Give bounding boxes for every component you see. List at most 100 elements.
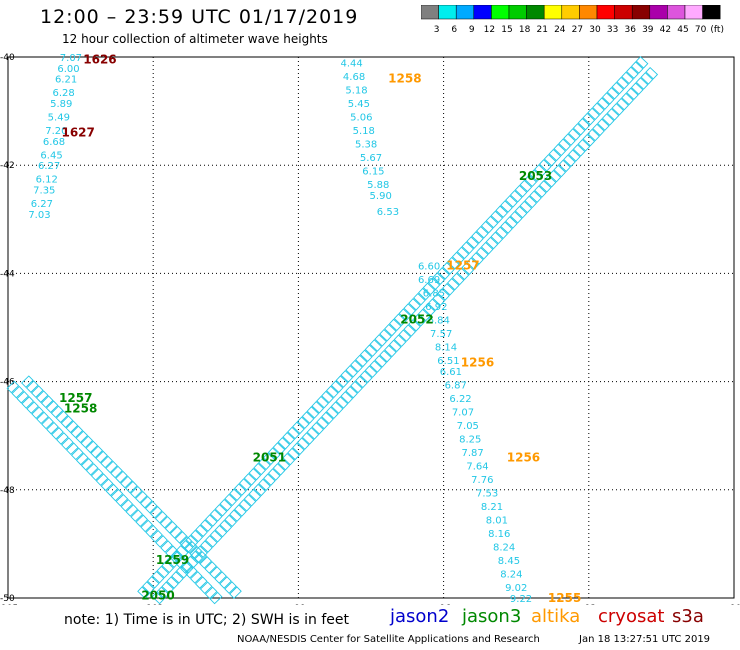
ne-sw-track-2-glyph bbox=[548, 169, 562, 183]
swh-value-label: 9.02 bbox=[505, 583, 527, 594]
ne-sw-track-glyph bbox=[364, 344, 378, 357]
ne-sw-track-2-glyph bbox=[437, 288, 450, 301]
lat-tick-label: -46 bbox=[0, 378, 15, 388]
colorbar-tick-label: 30 bbox=[589, 25, 601, 35]
ne-sw-track-2-glyph bbox=[563, 154, 576, 167]
swh-value-label: 5.18 bbox=[353, 126, 375, 137]
nw-se-track-glyph bbox=[170, 550, 183, 564]
ne-sw-track-2-glyph bbox=[311, 421, 325, 435]
swh-value-label: 5.18 bbox=[345, 85, 367, 96]
swh-value-label: 8.25 bbox=[459, 434, 481, 445]
altimeter-map: -105 -102 -99 -96 -93 -90 -40 -42 -44 -46 -48 -50 7.… bbox=[0, 53, 740, 605]
map-subtitle: 12 hour collection of altimeter wave hei… bbox=[62, 32, 328, 46]
ne-sw-track-2-glyph bbox=[166, 576, 179, 589]
nw-se-track-glyph bbox=[105, 483, 119, 497]
nw-se-track-2-glyph bbox=[159, 515, 173, 529]
colorbar-tick-label: 18 bbox=[519, 25, 531, 35]
ne-sw-track-glyph bbox=[413, 292, 426, 306]
ne-sw-track-glyph bbox=[311, 401, 325, 414]
ne-sw-track-glyph bbox=[369, 339, 383, 352]
swh-value-label: 6.68 bbox=[43, 137, 65, 148]
ne-sw-track-2-glyph bbox=[393, 334, 407, 348]
ne-sw-track-glyph bbox=[519, 179, 533, 193]
ne-sw-track-glyph bbox=[214, 503, 228, 517]
colorbar-tick-label: 42 bbox=[660, 25, 671, 35]
ne-sw-track-2-glyph bbox=[325, 406, 339, 420]
nw-se-track-glyph bbox=[46, 421, 59, 435]
nw-se-track-2-glyph bbox=[70, 425, 84, 439]
ne-sw-track-2-glyph bbox=[495, 226, 509, 239]
ne-sw-track-glyph bbox=[456, 246, 470, 260]
lat-tick-label: -44 bbox=[0, 269, 15, 279]
ne-sw-track-glyph bbox=[306, 406, 320, 419]
ne-sw-track-2-glyph bbox=[282, 452, 296, 466]
ne-sw-track-glyph bbox=[417, 287, 431, 301]
ne-sw-track-glyph bbox=[219, 498, 233, 512]
altika-time-label: 1256 bbox=[461, 356, 494, 370]
swh-value-label: 6.12 bbox=[36, 175, 58, 186]
ne-sw-track-2-glyph bbox=[374, 355, 388, 368]
ne-sw-track-2-glyph bbox=[529, 190, 542, 203]
map-title: 12:00 – 23:59 UTC 01/17/2019 bbox=[40, 6, 359, 28]
ne-sw-track-glyph bbox=[142, 581, 155, 594]
swh-value-label: 5.89 bbox=[50, 99, 72, 110]
ne-sw-track-2-glyph bbox=[645, 66, 659, 80]
ne-sw-track-glyph bbox=[354, 354, 368, 368]
ne-sw-track-glyph bbox=[233, 483, 247, 496]
ne-sw-track-glyph bbox=[626, 66, 639, 79]
ne-sw-track-2-glyph bbox=[572, 144, 586, 157]
swh-value-label: 9.22 bbox=[510, 594, 532, 605]
ne-sw-track-glyph bbox=[277, 437, 291, 450]
ne-sw-track-2-glyph bbox=[330, 401, 344, 414]
nw-se-track-glyph bbox=[6, 380, 20, 394]
s3a-time-label: 1627 bbox=[61, 126, 94, 140]
nw-se-track-glyph bbox=[155, 535, 168, 548]
swh-value-label: 8.24 bbox=[500, 570, 522, 581]
colorbar-tick-label: 3 bbox=[434, 25, 440, 35]
jason3-time-label: 2053 bbox=[519, 169, 552, 183]
ne-sw-track-2-glyph bbox=[490, 231, 504, 245]
ne-sw-track-glyph bbox=[601, 92, 615, 105]
ne-sw-track-2-glyph bbox=[432, 293, 446, 306]
swh-value-label: 6.85 bbox=[423, 288, 445, 299]
colorbar-tick-label: 33 bbox=[607, 25, 618, 35]
ne-sw-track-2-glyph bbox=[233, 504, 247, 517]
ne-sw-track-2-glyph bbox=[219, 519, 233, 533]
ne-sw-track-2-glyph bbox=[243, 494, 257, 507]
nw-se-track-glyph bbox=[61, 437, 74, 450]
nw-se-track-2-glyph bbox=[115, 470, 128, 484]
lat-tick-label: -48 bbox=[0, 486, 15, 496]
ne-sw-track-glyph bbox=[350, 359, 363, 373]
ne-sw-track-glyph bbox=[432, 272, 446, 285]
nw-se-track-glyph bbox=[11, 385, 25, 399]
ne-sw-track-glyph bbox=[606, 87, 620, 100]
ne-sw-track-glyph bbox=[500, 200, 513, 213]
legend-jason2: jason2 bbox=[390, 606, 450, 627]
nw-se-track-glyph bbox=[160, 540, 173, 553]
swh-value-label: 6.53 bbox=[377, 207, 399, 218]
swh-value-label: 7.20 bbox=[45, 126, 67, 137]
ne-sw-track-2-glyph bbox=[224, 514, 237, 528]
ne-sw-track-glyph bbox=[509, 189, 523, 203]
ne-sw-track-2-glyph bbox=[582, 133, 596, 147]
swh-value-label: 5.67 bbox=[360, 153, 382, 164]
swh-value-label: 6.21 bbox=[55, 75, 77, 86]
ne-sw-track-2-glyph bbox=[451, 272, 465, 286]
ne-sw-track-glyph bbox=[296, 416, 310, 429]
nw-se-track-2-glyph bbox=[139, 495, 153, 509]
ne-sw-track-glyph bbox=[253, 462, 267, 476]
nw-se-track-2-glyph bbox=[95, 450, 108, 464]
nw-se-track-glyph bbox=[165, 545, 178, 558]
ne-sw-track-2-glyph bbox=[345, 385, 358, 399]
ne-sw-track-glyph bbox=[209, 509, 223, 522]
ne-sw-track-glyph bbox=[393, 313, 407, 327]
colorbar-tick-label: 15 bbox=[501, 25, 512, 35]
nw-se-track-2-glyph bbox=[75, 430, 89, 444]
ne-sw-track-glyph bbox=[524, 174, 538, 188]
nw-se-track-2-glyph bbox=[179, 536, 193, 549]
ne-sw-track-glyph bbox=[505, 195, 518, 208]
ne-sw-track-glyph bbox=[267, 447, 281, 460]
lon-tick-label: -99 bbox=[291, 604, 306, 605]
legend-cryosat: cryosat bbox=[598, 606, 665, 627]
swh-value-label: 4.44 bbox=[341, 58, 363, 69]
